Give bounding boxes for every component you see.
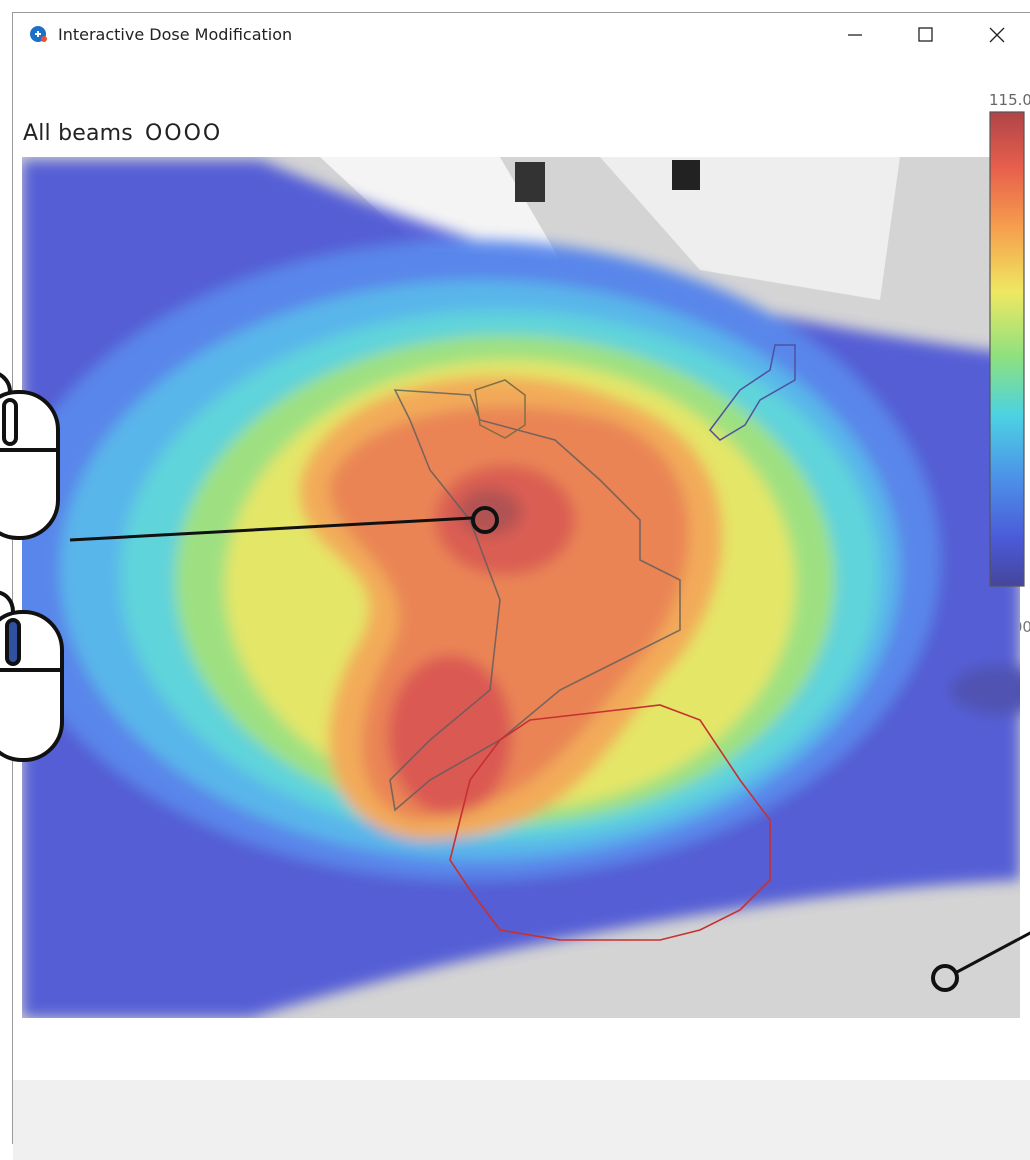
mouse-wheel — [7, 620, 19, 664]
colorbar — [990, 112, 1024, 586]
screen: Interactive Dose Modification All beamsO… — [0, 0, 1030, 1144]
dose-hot — [388, 655, 512, 815]
mouse-cable — [0, 592, 13, 612]
mouse-cable — [0, 372, 10, 392]
dose-image[interactable] — [0, 157, 1030, 1018]
mouse-wheel — [4, 400, 16, 444]
ct-dark — [672, 160, 700, 190]
dose-view — [0, 0, 1030, 1144]
ct-dark — [515, 162, 545, 202]
